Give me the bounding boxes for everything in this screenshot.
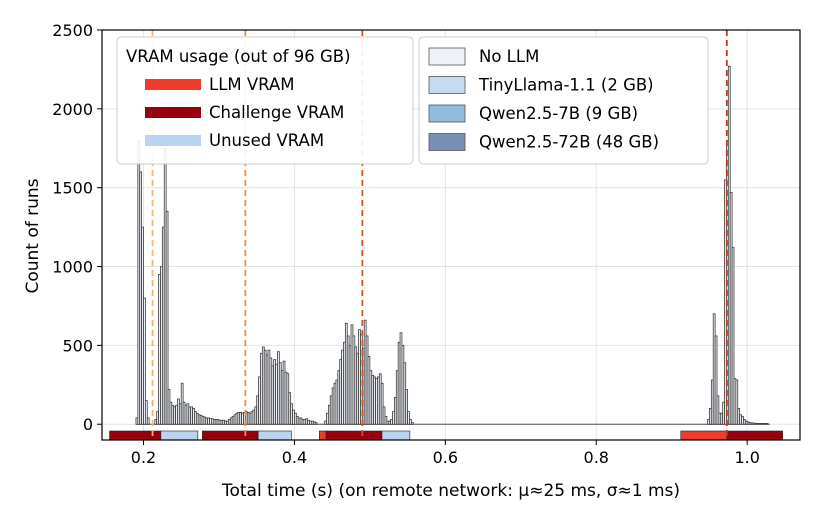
histogram-bar [382, 406, 386, 425]
vram-segment [325, 430, 383, 441]
x-tick-label: 0.8 [584, 448, 609, 467]
vram-legend-label: Unused VRAM [209, 131, 324, 150]
histogram-bar [409, 419, 412, 425]
y-tick-label: 1000 [52, 258, 93, 277]
vram-legend-swatch [145, 79, 201, 90]
histogram-bar [384, 415, 388, 425]
vram-segment [381, 430, 411, 441]
vram-legend: VRAM usage (out of 96 GB) LLM VRAM Challen… [116, 36, 414, 165]
vram-legend-label: LLM VRAM [209, 75, 294, 94]
histogram-bar [765, 423, 769, 425]
series-legend: No LLM TinyLlama-1.1 (2 GB) Qwen2.5-7B (9 … [418, 36, 709, 165]
vram-legend-box [116, 36, 414, 165]
tick-labels: 0.2 0.4 0.6 0.8 1.0 0 500 1000 1500 2000 2500 [52, 21, 760, 467]
series-legend-label: Qwen2.5-72B (48 GB) [479, 133, 659, 152]
y-tick-label: 1500 [52, 179, 93, 198]
x-tick-label: 0.4 [282, 448, 307, 467]
histogram-bars [135, 65, 770, 425]
vram-segment [319, 430, 327, 441]
y-tick-label: 2500 [52, 21, 93, 40]
vram-segment [726, 430, 783, 441]
series-legend-swatch [428, 76, 466, 94]
histogram-bar [143, 297, 146, 425]
series-legend-swatch [428, 47, 466, 66]
histogram-bar [380, 382, 384, 425]
histogram-bar [714, 335, 718, 425]
histogram-bar [314, 422, 318, 425]
mean-lines [151, 30, 728, 440]
series-legend-box [418, 36, 709, 165]
plot-frame [101, 29, 801, 441]
y-axis-label: Count of runs [23, 178, 43, 293]
vram-legend-label: Challenge VRAM [209, 103, 344, 122]
y-tick-label: 0 [83, 415, 93, 434]
series-legend-swatch [428, 104, 466, 123]
histogram-bar [144, 400, 148, 425]
histogram-bar [407, 411, 410, 425]
vram-segment [680, 430, 728, 441]
histogram-bar [146, 417, 150, 425]
vram-segment [257, 430, 292, 441]
x-tick-label: 1.0 [734, 448, 759, 467]
histogram-bar [731, 247, 735, 425]
histogram-bar [410, 422, 414, 425]
series-legend-label: Qwen2.5-7B (9 GB) [479, 104, 638, 123]
histogram-bar [735, 379, 739, 425]
series-legend-label: No LLM [479, 47, 539, 66]
vram-segment [202, 430, 259, 441]
histogram-bar [716, 395, 720, 425]
series-legend-swatch [428, 133, 466, 151]
vram-legend-swatch [145, 107, 201, 118]
x-tick-label: 0.6 [433, 448, 458, 467]
histogram-bar [165, 210, 169, 425]
vram-legend-title: VRAM usage (out of 96 GB) [126, 47, 351, 66]
y-tick-label: 2000 [52, 100, 93, 119]
vram-segment [160, 430, 199, 441]
histogram-bar [405, 389, 409, 425]
x-tick-label: 0.2 [131, 448, 156, 467]
axes [101, 29, 801, 441]
y-tick-label: 500 [62, 336, 93, 355]
x-axis-label: Total time (s) (on remote network: μ≈25 … [221, 481, 680, 501]
series-legend-label: TinyLlama-1.1 (2 GB) [478, 76, 654, 95]
vram-usage-bars [109, 430, 783, 441]
vram-legend-swatch [145, 135, 201, 146]
